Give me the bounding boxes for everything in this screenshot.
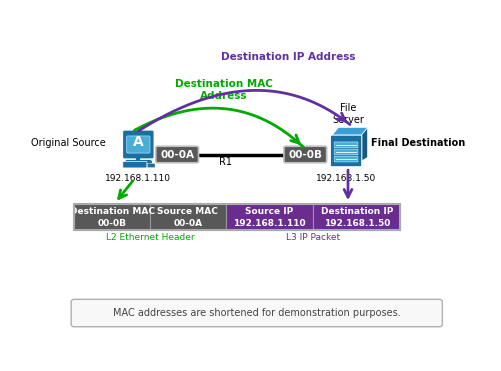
FancyBboxPatch shape (313, 204, 400, 230)
FancyBboxPatch shape (330, 135, 362, 167)
FancyBboxPatch shape (150, 204, 225, 230)
Text: A: A (133, 135, 144, 149)
Text: MAC addresses are shortened for demonstration purposes.: MAC addresses are shortened for demonstr… (113, 308, 401, 318)
Text: L3 IP Packet: L3 IP Packet (286, 233, 340, 242)
FancyBboxPatch shape (284, 146, 327, 163)
Text: Destination MAC
Address: Destination MAC Address (175, 79, 273, 101)
Text: Destination IP
192.168.1.50: Destination IP 192.168.1.50 (321, 207, 393, 228)
Text: 192.168.1.110: 192.168.1.110 (105, 174, 171, 183)
FancyBboxPatch shape (127, 136, 150, 153)
Polygon shape (332, 127, 368, 136)
Text: Original Source: Original Source (31, 138, 105, 148)
FancyBboxPatch shape (122, 130, 154, 159)
Text: L2 Ethernet Header: L2 Ethernet Header (106, 233, 194, 242)
FancyBboxPatch shape (334, 149, 358, 155)
FancyBboxPatch shape (334, 142, 358, 148)
Text: Source MAC
00-0A: Source MAC 00-0A (157, 207, 218, 228)
FancyBboxPatch shape (225, 204, 313, 230)
FancyBboxPatch shape (156, 146, 198, 163)
Text: 00-0B: 00-0B (288, 150, 322, 160)
FancyBboxPatch shape (334, 156, 358, 162)
Text: 00-0A: 00-0A (160, 150, 194, 160)
Text: R1: R1 (219, 157, 232, 167)
FancyBboxPatch shape (147, 163, 155, 168)
Text: 192.168.1.50: 192.168.1.50 (316, 174, 376, 183)
Text: Final Destination: Final Destination (371, 138, 465, 148)
Text: File
Server: File Server (332, 103, 364, 125)
Polygon shape (361, 127, 368, 162)
Text: Destination IP Address: Destination IP Address (220, 52, 355, 62)
Text: Destination MAC
00-0B: Destination MAC 00-0B (70, 207, 155, 228)
Text: Source IP
192.168.1.110: Source IP 192.168.1.110 (233, 207, 306, 228)
FancyBboxPatch shape (71, 299, 442, 327)
FancyBboxPatch shape (74, 204, 150, 230)
FancyBboxPatch shape (123, 162, 147, 168)
